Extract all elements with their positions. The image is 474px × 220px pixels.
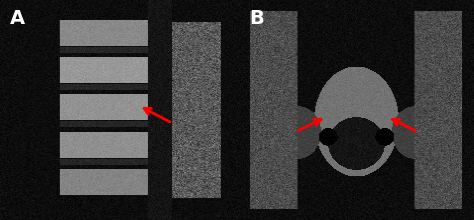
Text: B: B [249, 9, 264, 28]
Text: A: A [9, 9, 25, 28]
